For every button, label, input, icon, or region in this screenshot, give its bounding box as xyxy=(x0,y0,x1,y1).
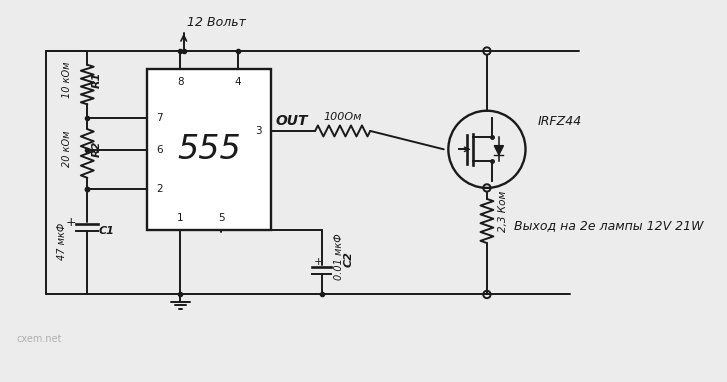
Text: 555: 555 xyxy=(177,133,241,166)
Text: 7: 7 xyxy=(156,113,163,123)
Text: C2: C2 xyxy=(344,252,353,267)
Text: 12 Вольт: 12 Вольт xyxy=(188,16,246,29)
Text: 0.01 мкФ: 0.01 мкФ xyxy=(334,233,345,280)
Text: IRFZ44: IRFZ44 xyxy=(537,115,582,128)
Polygon shape xyxy=(494,146,504,155)
Text: cxem.net: cxem.net xyxy=(17,334,62,344)
Text: 3: 3 xyxy=(255,126,262,136)
Text: 6: 6 xyxy=(156,145,163,155)
Text: 8: 8 xyxy=(177,77,184,87)
Text: 20 кОм: 20 кОм xyxy=(62,131,72,167)
FancyBboxPatch shape xyxy=(147,70,271,230)
Text: 47 мкФ: 47 мкФ xyxy=(57,223,67,260)
Text: C1: C1 xyxy=(98,226,114,236)
Text: R1: R1 xyxy=(92,72,102,88)
Text: 100Ом: 100Ом xyxy=(324,112,362,122)
Text: 5: 5 xyxy=(218,213,225,223)
Text: 1: 1 xyxy=(177,213,184,223)
Text: Выход на 2е лампы 12V 21W: Выход на 2е лампы 12V 21W xyxy=(515,219,704,232)
Text: 4: 4 xyxy=(234,77,241,87)
Text: 10 кОм: 10 кОм xyxy=(62,62,72,98)
Text: 2,3 Ком: 2,3 Ком xyxy=(498,191,508,233)
Text: 2: 2 xyxy=(156,184,163,194)
Text: +: + xyxy=(65,216,76,229)
Text: +: + xyxy=(314,257,324,267)
Text: OUT: OUT xyxy=(276,114,308,128)
Text: R2: R2 xyxy=(92,141,102,157)
